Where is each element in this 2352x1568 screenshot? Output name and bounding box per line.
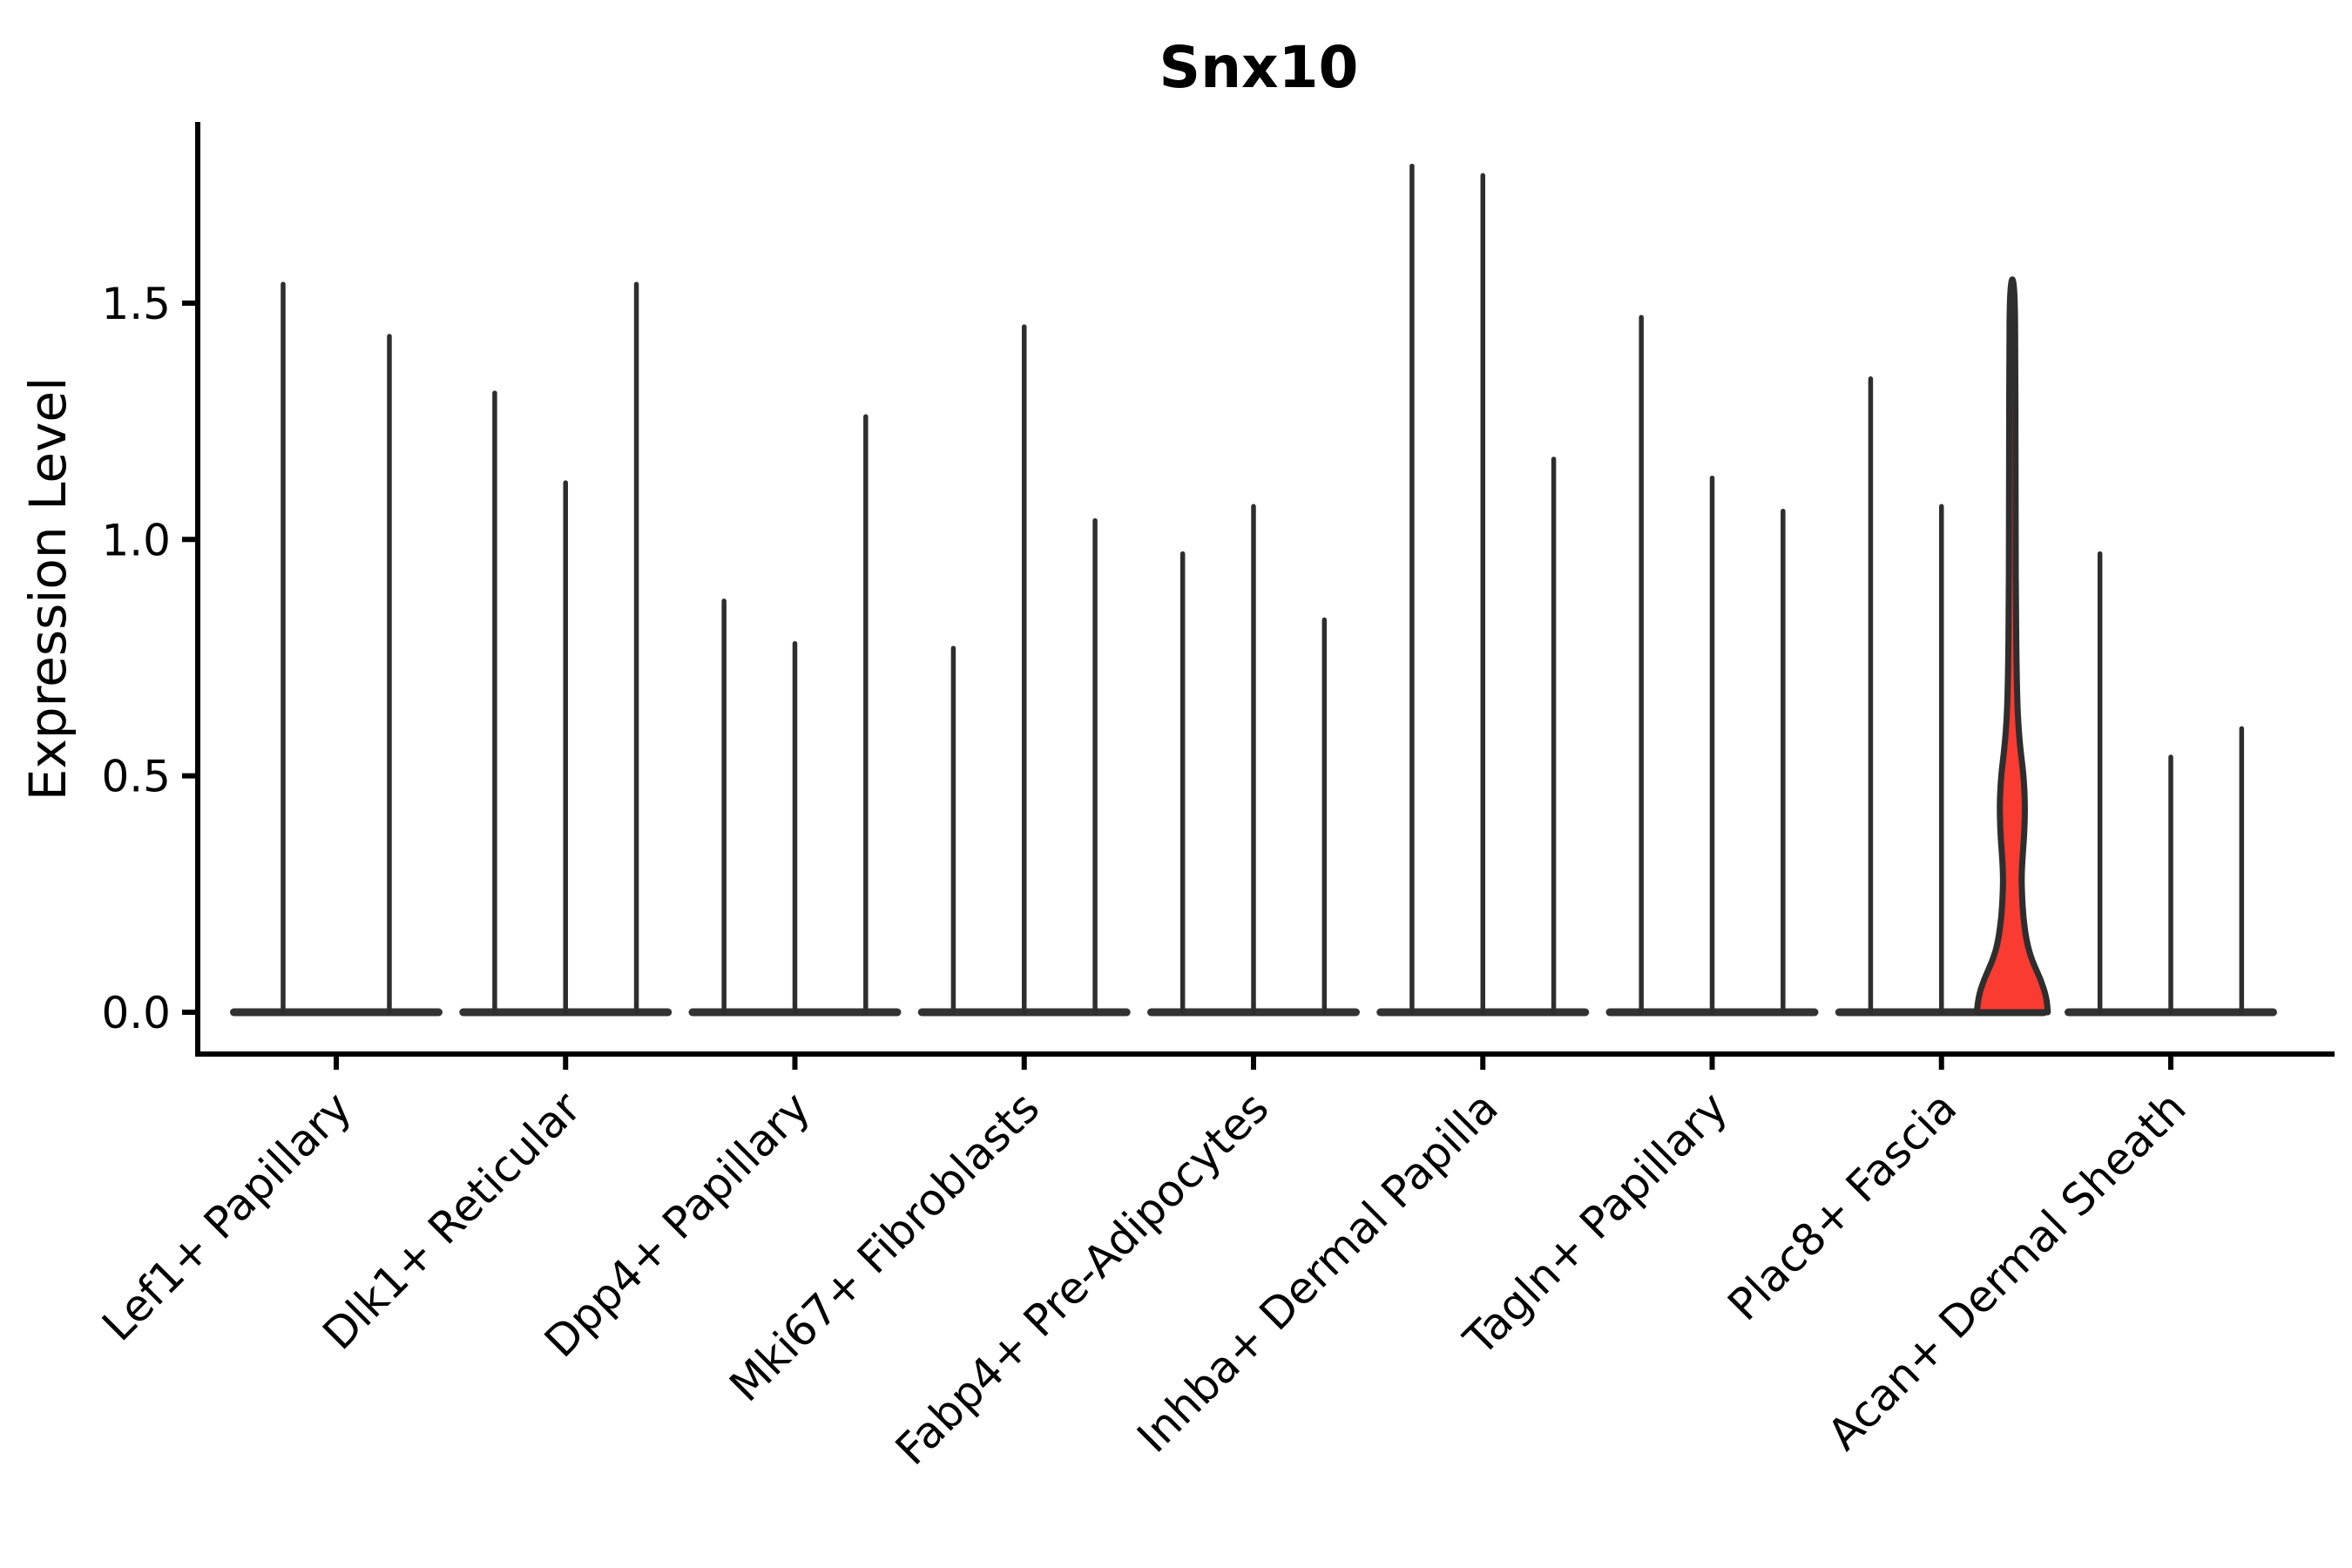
chart-title: Snx10 [1159, 34, 1359, 101]
y-axis-label: Expression Level [18, 377, 78, 801]
axes-spines [195, 122, 2335, 1057]
x-tick-label: Plac8+ Fascia [1719, 1082, 1967, 1330]
y-tick-label: 0.5 [101, 752, 171, 802]
y-tick-label: 1.5 [101, 279, 171, 329]
y-tick-label: 1.0 [101, 515, 171, 565]
violin-body-highlighted [1973, 276, 2051, 1016]
x-tick-label: Fabp4+ Pre-Adipocytes [886, 1082, 1279, 1475]
x-tick-label: Lef1+ Papillary [92, 1082, 361, 1350]
violin-base [230, 1008, 443, 1017]
y-tick-label: 0.0 [101, 988, 171, 1038]
